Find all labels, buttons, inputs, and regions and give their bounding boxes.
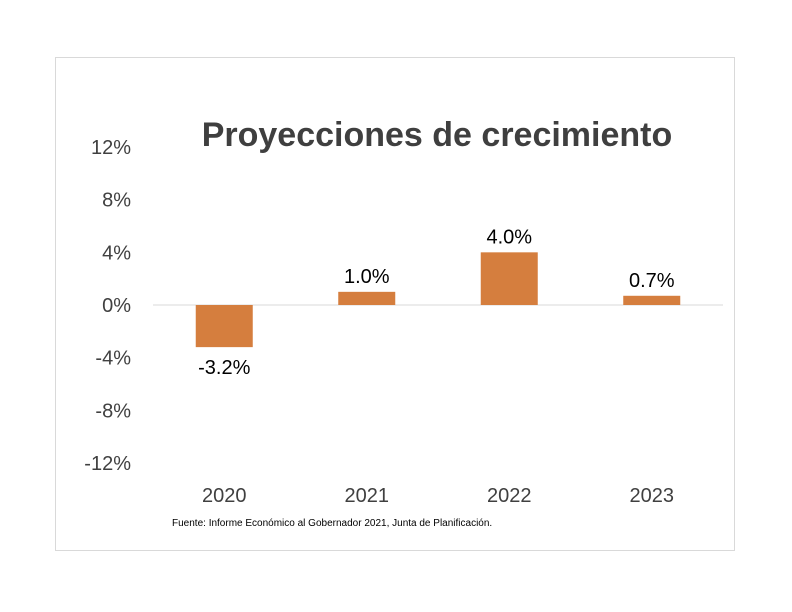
bar-2020 (195, 305, 253, 348)
y-tick-label: 12% (91, 137, 131, 159)
y-tick-label: 0% (102, 295, 131, 317)
data-label-2023: 0.7% (629, 270, 675, 292)
data-label-2020: -3.2% (198, 357, 250, 379)
y-tick-label: -12% (84, 453, 131, 475)
source-note: Fuente: Informe Económico al Gobernador … (172, 518, 492, 529)
data-label-2021: 1.0% (344, 266, 390, 288)
bar-2022 (480, 252, 538, 305)
bar-2023 (623, 295, 681, 305)
y-tick-label: -4% (95, 348, 131, 370)
chart-frame (55, 57, 735, 551)
data-labels: -3.2% 1.0% 4.0% 0.7% (198, 226, 675, 379)
bar-2021 (338, 291, 396, 305)
x-tick-label: 2021 (345, 485, 390, 507)
chart-title: Proyecciones de crecimiento (202, 116, 673, 154)
x-tick-label: 2022 (487, 485, 532, 507)
y-tick-label: 8% (102, 190, 131, 212)
y-tick-label: -8% (95, 400, 131, 422)
bars (195, 252, 681, 348)
y-tick-label: 4% (102, 242, 131, 264)
x-axis: 2020 2021 2022 2023 (202, 485, 674, 507)
x-tick-label: 2020 (202, 485, 247, 507)
data-label-2022: 4.0% (486, 226, 532, 248)
y-axis: 12% 8% 4% 0% -4% -8% -12% (84, 137, 131, 475)
x-tick-label: 2023 (630, 485, 675, 507)
